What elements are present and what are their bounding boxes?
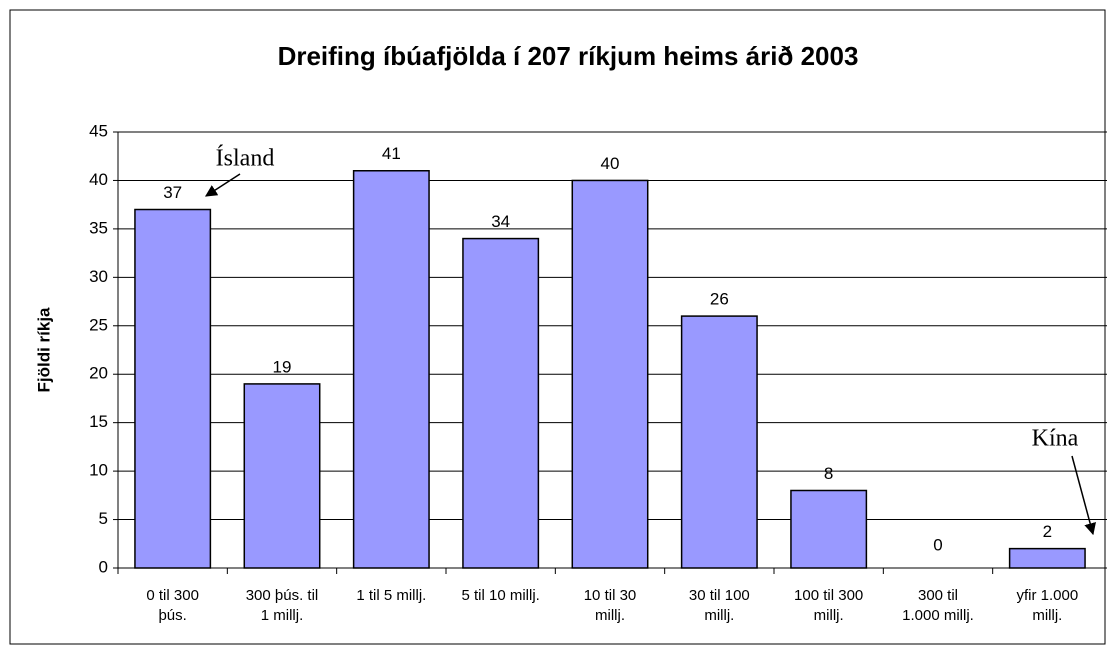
data-label: 0: [933, 535, 942, 554]
y-tick-label: 45: [89, 121, 108, 140]
y-tick-label: 40: [89, 170, 108, 189]
bar: [571, 179, 649, 569]
y-tick-label: 20: [89, 364, 108, 383]
y-tick-label: 10: [89, 461, 108, 480]
y-tick-label: 5: [99, 509, 108, 528]
annotation-arrow: [204, 173, 241, 197]
x-tick-label: 300 til 1.000 millj.: [902, 587, 974, 624]
x-tick-label: 0 til 300 þús.: [146, 587, 199, 624]
annotation: Kína: [1032, 426, 1079, 452]
bar: [790, 489, 868, 569]
data-label: 2: [1043, 522, 1052, 541]
y-tick-label: 25: [89, 315, 108, 334]
bar: [680, 315, 758, 569]
bar: [1008, 547, 1086, 569]
y-tick-label: 0: [99, 557, 108, 576]
y-tick-label: 35: [89, 218, 108, 237]
x-tick-label: 300 þús. til 1 millj.: [245, 587, 319, 624]
x-tick-label: 1 til 5 millj.: [356, 587, 427, 604]
data-label: 40: [601, 154, 620, 173]
bar: [462, 237, 540, 569]
data-label: 41: [382, 144, 401, 163]
data-label: 26: [710, 290, 729, 309]
annotation-arrow: [1071, 455, 1096, 536]
bar: [352, 170, 430, 569]
x-tick-label: 100 til 300 millj.: [794, 587, 864, 624]
data-label: 34: [491, 212, 510, 231]
data-label: 37: [163, 183, 182, 202]
chart-title: Dreifing íbúafjölda í 207 ríkjum heims á…: [278, 41, 859, 71]
x-tick-label: yfir 1.000 millj.: [1016, 587, 1079, 624]
y-tick-label: 30: [89, 267, 108, 286]
x-tick-label: 10 til 30 millj.: [583, 587, 637, 624]
chart-border: [9, 9, 1106, 645]
x-tick-label: 30 til 100 millj.: [688, 587, 750, 624]
annotation: Ísland: [216, 146, 275, 172]
bar: [134, 208, 212, 569]
data-label: 8: [824, 464, 833, 483]
bar: [243, 383, 321, 569]
y-axis-label: Fjöldi ríkja: [34, 307, 53, 393]
data-label: 19: [273, 357, 292, 376]
x-tick-label: 5 til 10 millj.: [461, 587, 540, 604]
y-tick-label: 15: [89, 412, 108, 431]
